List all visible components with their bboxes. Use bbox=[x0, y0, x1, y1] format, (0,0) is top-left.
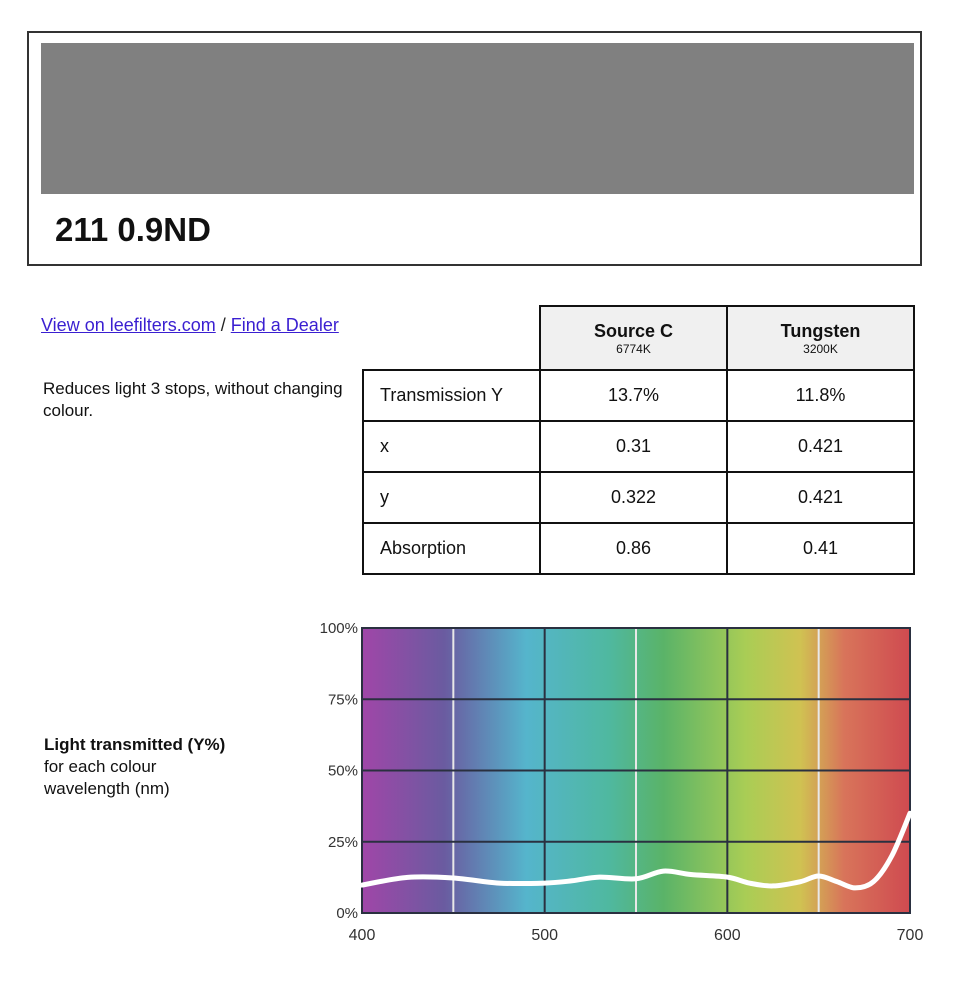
chart-description: Light transmitted (Y%) for each colour wav… bbox=[44, 735, 226, 798]
plot-border bbox=[361, 627, 911, 914]
y-tick-label: 0% bbox=[336, 905, 358, 922]
table-row: y 0.322 0.421 bbox=[362, 471, 915, 524]
y-tick-label: 75% bbox=[328, 691, 358, 708]
table-row: Transmission Y 13.7% 11.8% bbox=[362, 369, 915, 422]
y-tick-label: 100% bbox=[320, 620, 358, 637]
x-tick-label: 400 bbox=[349, 927, 376, 944]
links: View on leefilters.com / Find a Dealer bbox=[41, 315, 339, 336]
filter-title: 211 0.9ND bbox=[55, 211, 211, 248]
header-source-c: Source C 6774K bbox=[539, 305, 728, 371]
filter-description: Reduces light 3 stops, without changing … bbox=[43, 379, 343, 420]
transmission-line bbox=[359, 810, 913, 891]
view-on-site-link[interactable]: View on leefilters.com bbox=[41, 315, 216, 335]
table-row: x 0.31 0.421 bbox=[362, 420, 915, 473]
y-tick-label: 25% bbox=[328, 834, 358, 851]
y-tick-label: 50% bbox=[328, 763, 358, 780]
x-tick-label: 700 bbox=[897, 927, 924, 944]
header-tungsten: Tungsten 3200K bbox=[726, 305, 915, 371]
specs-table: Source C 6774K Tungsten 3200K Transmission… bbox=[362, 305, 915, 575]
x-tick-label: 500 bbox=[531, 927, 558, 944]
table-row: Absorption 0.86 0.41 bbox=[362, 522, 915, 575]
find-dealer-link[interactable]: Find a Dealer bbox=[230, 315, 339, 335]
separator: / bbox=[215, 315, 231, 335]
filter-card: 211 0.9ND bbox=[27, 31, 922, 266]
color-swatch bbox=[41, 43, 914, 194]
x-tick-label: 600 bbox=[714, 927, 741, 944]
